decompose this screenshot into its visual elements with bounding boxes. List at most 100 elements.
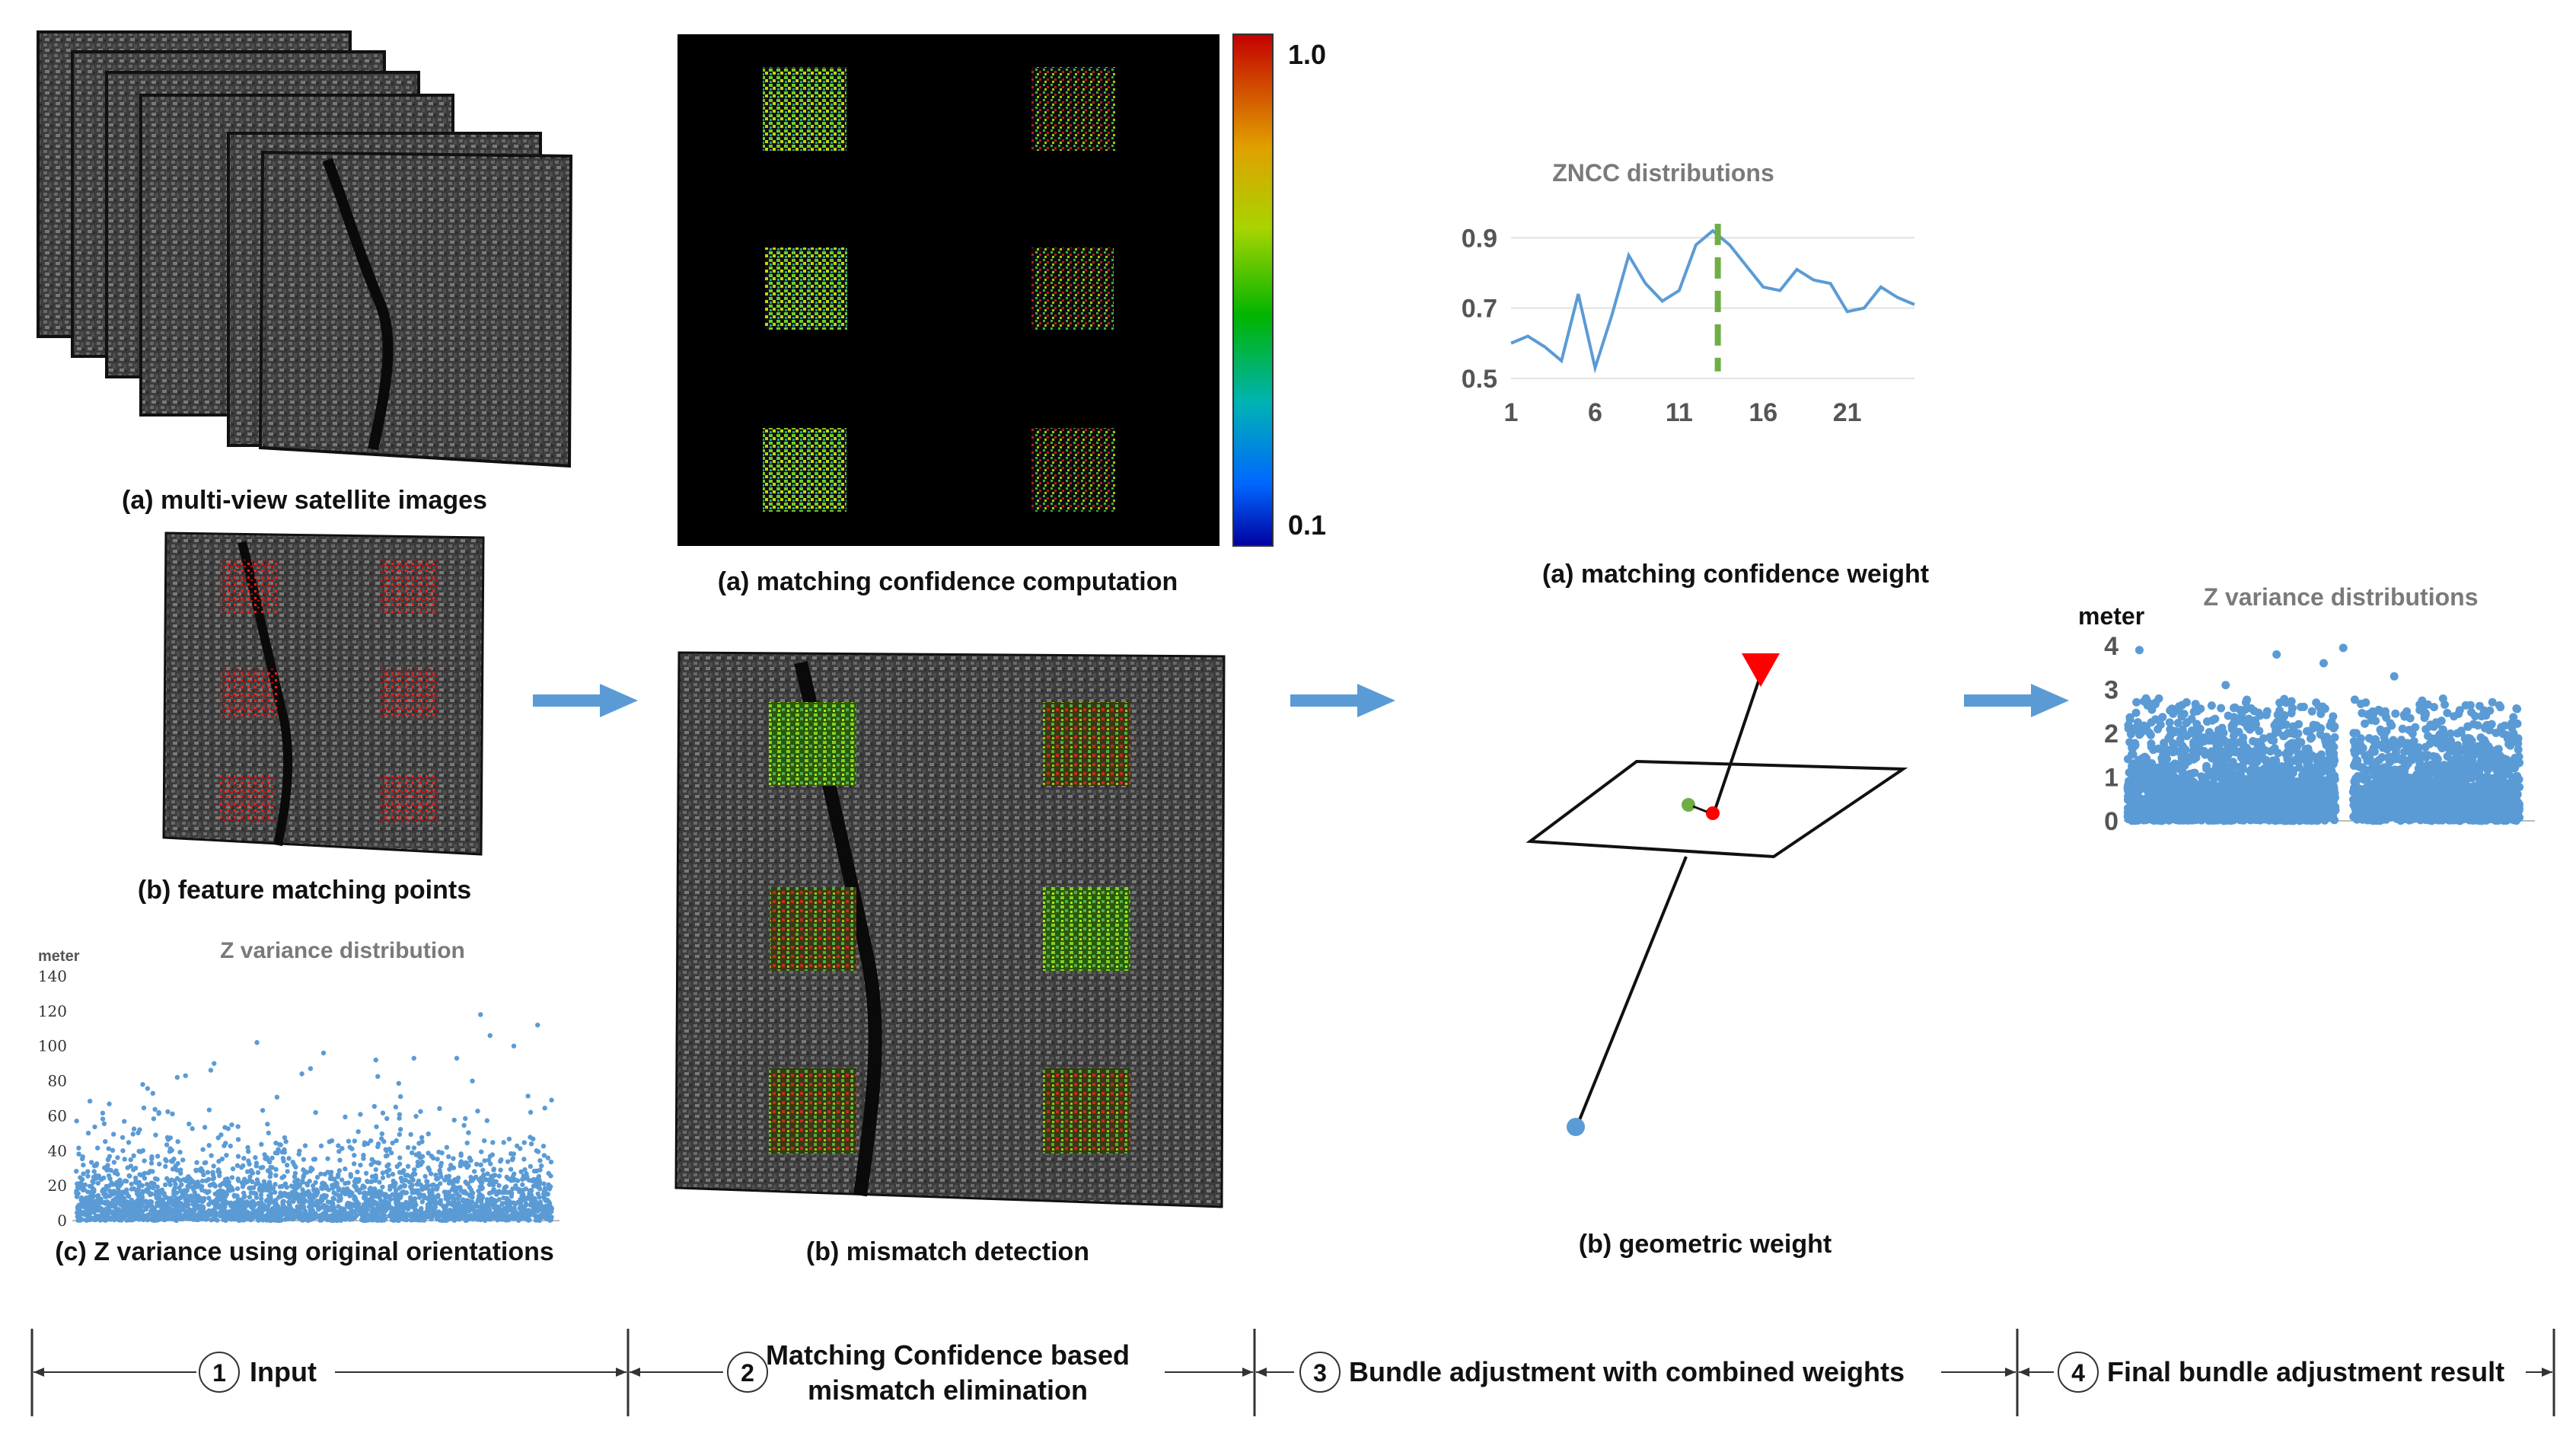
- scatter-point: [478, 1012, 483, 1017]
- scatter-point: [336, 1148, 342, 1154]
- scatter-point: [142, 1170, 148, 1176]
- confidence-patch: [1031, 247, 1114, 330]
- scatter-point: [163, 1215, 169, 1221]
- scatter-point: [91, 1189, 97, 1195]
- scatter-point: [249, 1169, 254, 1175]
- scatter-point: [2514, 745, 2523, 754]
- scatter-point: [297, 1148, 302, 1154]
- scatter-point: [300, 1178, 305, 1184]
- scatter-point: [289, 1183, 295, 1189]
- scatter-point: [410, 1189, 416, 1195]
- scatter-point: [475, 1108, 480, 1114]
- scatter-point: [85, 1173, 91, 1179]
- scatter-point: [403, 1173, 408, 1178]
- scatter-point: [397, 1155, 403, 1160]
- scatter-point: [336, 1168, 343, 1173]
- scatter-point: [218, 1213, 223, 1219]
- scatter-point: [428, 1197, 433, 1203]
- scatter-point: [270, 1186, 276, 1191]
- scatter-point: [269, 1155, 275, 1160]
- scatter-point: [140, 1200, 145, 1205]
- scatter-point: [401, 1213, 407, 1218]
- y-tick-label: 4: [2104, 632, 2119, 661]
- scatter-point: [374, 1124, 379, 1129]
- scatter-point: [2405, 713, 2415, 723]
- scatter-point: [424, 1179, 429, 1184]
- chart-title: Z variance distributions: [2204, 583, 2479, 611]
- scatter-point: [461, 1122, 467, 1128]
- scatter-point: [253, 1195, 260, 1200]
- x-tick-labels: 1 6 11 16 21: [1504, 398, 1862, 427]
- scatter-point: [486, 1182, 493, 1187]
- scatter-point: [442, 1177, 448, 1183]
- scatter-point: [346, 1138, 352, 1144]
- scatter-point: [232, 1200, 238, 1205]
- scatter-point: [466, 1163, 471, 1169]
- scatter-point: [2173, 719, 2182, 728]
- scatter-point: [413, 1217, 419, 1222]
- scatter-point: [323, 1194, 329, 1199]
- scatter-point: [511, 1151, 517, 1157]
- scatter-point: [340, 1146, 345, 1151]
- scatter-point: [515, 1216, 520, 1221]
- scatter-point: [152, 1106, 158, 1112]
- scatter-point: [294, 1179, 300, 1185]
- scatter-point: [292, 1208, 298, 1214]
- scatter-point: [211, 1164, 216, 1169]
- scatter-point: [2329, 749, 2338, 758]
- scatter-point: [518, 1146, 523, 1151]
- scatter-point: [412, 1195, 418, 1202]
- scatter-point: [2255, 726, 2264, 736]
- scatter-point: [122, 1119, 127, 1124]
- scatter-point: [256, 1218, 261, 1223]
- scatter-point: [2132, 697, 2141, 707]
- scatter-point: [201, 1195, 207, 1202]
- scatter-point: [137, 1127, 142, 1132]
- scatter-point: [161, 1197, 166, 1202]
- scatter-point: [264, 1204, 269, 1210]
- scatter-point: [301, 1157, 307, 1162]
- scatter-point: [304, 1170, 310, 1175]
- scatter-point: [214, 1203, 220, 1209]
- scatter-point: [164, 1158, 169, 1164]
- scatter-point: [320, 1203, 327, 1208]
- scatter-point: [164, 1142, 170, 1148]
- scatter-point: [222, 1180, 227, 1186]
- scatter-point: [150, 1169, 155, 1174]
- scatter-point: [282, 1207, 287, 1213]
- scatter-point: [410, 1183, 415, 1188]
- scatter-point: [151, 1116, 157, 1122]
- scatter-point: [2243, 695, 2252, 704]
- scatter-point: [380, 1184, 385, 1190]
- scatter-point: [330, 1186, 336, 1191]
- scatter-point: [397, 1127, 403, 1132]
- scatter-point: [331, 1196, 337, 1202]
- scatter-point: [97, 1218, 103, 1223]
- scatter-point: [206, 1189, 212, 1195]
- scatter-point: [343, 1190, 349, 1196]
- scatter-point: [522, 1176, 528, 1181]
- mismatch-patch: [769, 702, 856, 786]
- scatter-point: [300, 1192, 306, 1198]
- scatter-point: [120, 1196, 126, 1202]
- scatter-point: [103, 1138, 108, 1144]
- scatter-point: [131, 1126, 137, 1132]
- scatter-point: [162, 1182, 168, 1188]
- scatter-point: [444, 1215, 449, 1221]
- scatter-point: [412, 1167, 417, 1173]
- scatter-point: [509, 1215, 515, 1221]
- scatter-point: [419, 1139, 425, 1144]
- scatter-point: [168, 1158, 174, 1164]
- scatter-point: [475, 1198, 481, 1203]
- scatter-point: [282, 1181, 289, 1186]
- scatter-point: [216, 1173, 222, 1179]
- scatter-point: [90, 1208, 95, 1215]
- scatter-point: [155, 1176, 160, 1182]
- scatter-point: [241, 1213, 247, 1219]
- scatter-point: [2463, 733, 2472, 742]
- scatter-point: [484, 1118, 489, 1123]
- scatter-point: [222, 1192, 228, 1198]
- ray-to-camera: [1711, 669, 1764, 817]
- scatter-point: [301, 1173, 307, 1178]
